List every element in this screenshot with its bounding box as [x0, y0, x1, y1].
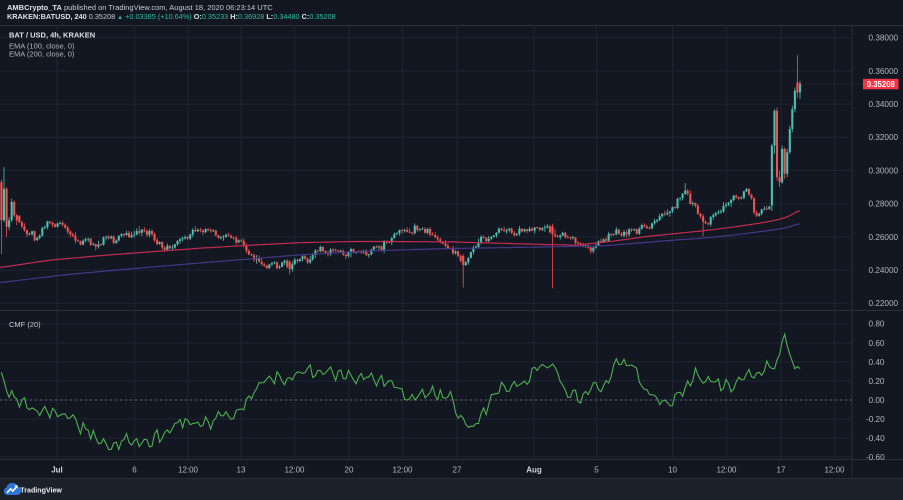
svg-text:0.80: 0.80: [869, 320, 885, 329]
svg-text:0.60: 0.60: [869, 339, 885, 348]
svg-text:0.35208: 0.35208: [867, 80, 896, 89]
svg-text:12:00: 12:00: [824, 466, 845, 475]
svg-text:13: 13: [237, 466, 246, 475]
svg-text:-0.20: -0.20: [866, 415, 885, 424]
svg-text:0.34000: 0.34000: [869, 100, 899, 109]
svg-text:0.38000: 0.38000: [869, 34, 899, 43]
svg-text:20: 20: [345, 466, 354, 475]
svg-text:0.26000: 0.26000: [869, 233, 899, 242]
svg-text:TradingView: TradingView: [20, 486, 62, 494]
svg-text:0.00: 0.00: [869, 396, 885, 405]
svg-text:EMA (200, close, 0): EMA (200, close, 0): [9, 49, 75, 58]
svg-text:Jul: Jul: [51, 466, 63, 475]
svg-text:17: 17: [777, 466, 786, 475]
svg-text:27: 27: [453, 466, 462, 475]
svg-text:0.28000: 0.28000: [869, 200, 899, 209]
svg-text:0.22000: 0.22000: [869, 299, 899, 308]
svg-text:Aug: Aug: [526, 466, 542, 475]
svg-text:5: 5: [594, 466, 599, 475]
svg-text:0.40: 0.40: [869, 358, 885, 367]
svg-text:10: 10: [668, 466, 677, 475]
svg-text:12:00: 12:00: [716, 466, 737, 475]
svg-text:AMBCrypto_TA published on Trad: AMBCrypto_TA published on TradingView.co…: [7, 3, 273, 12]
svg-text:0.30000: 0.30000: [869, 166, 899, 175]
svg-text:12:00: 12:00: [178, 466, 199, 475]
svg-text:0.24000: 0.24000: [869, 266, 899, 275]
svg-text:0.20: 0.20: [869, 377, 885, 386]
svg-text:BAT / USD, 4h, KRAKEN: BAT / USD, 4h, KRAKEN: [9, 31, 95, 40]
svg-text:KRAKEN:BATUSD, 240 0.35208 ▲ +: KRAKEN:BATUSD, 240 0.35208 ▲ +0.03385 (+…: [7, 12, 336, 21]
svg-text:0.32000: 0.32000: [869, 133, 899, 142]
svg-text:6: 6: [132, 466, 137, 475]
svg-text:12:00: 12:00: [284, 466, 305, 475]
svg-text:EMA (100, close, 0): EMA (100, close, 0): [9, 42, 75, 51]
svg-text:CMF (20): CMF (20): [9, 320, 41, 329]
svg-text:0.36000: 0.36000: [869, 67, 899, 76]
svg-text:12:00: 12:00: [392, 466, 413, 475]
svg-text:-0.60: -0.60: [866, 453, 885, 462]
svg-text:-0.40: -0.40: [866, 434, 885, 443]
